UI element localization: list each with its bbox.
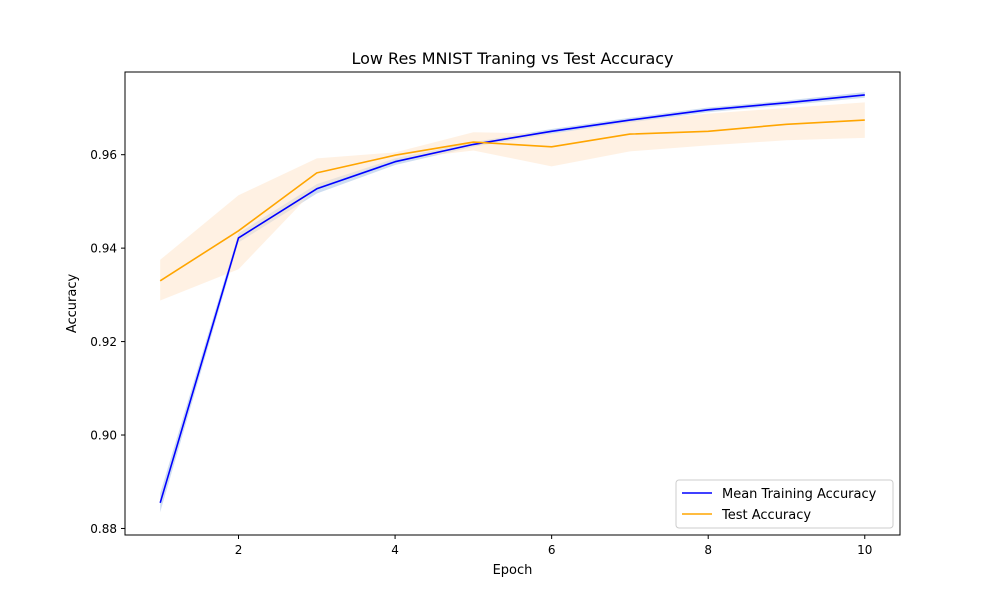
band-test (160, 102, 865, 301)
x-axis: 2 4 6 8 10 (235, 535, 872, 557)
x-tick-label: 8 (704, 543, 712, 557)
x-tick-label: 6 (548, 543, 556, 557)
y-tick-label: 0.88 (90, 522, 117, 536)
series-lines (159, 94, 865, 504)
x-axis-label: Epoch (493, 563, 533, 578)
axes-frame (124, 71, 901, 536)
y-axis-label: Accuracy (65, 274, 80, 334)
y-tick-label: 0.92 (90, 335, 117, 349)
line-training (159, 94, 865, 504)
x-tick-label: 10 (857, 543, 872, 557)
chart-title: Low Res MNIST Traning vs Test Accuracy (351, 49, 673, 68)
y-tick-label: 0.96 (90, 148, 117, 162)
line-test (159, 119, 865, 282)
y-tick-label: 0.90 (90, 429, 117, 443)
legend-label-test: Test Accuracy (721, 508, 811, 523)
confidence-bands (160, 92, 865, 513)
x-tick-label: 2 (235, 543, 243, 557)
x-tick-label: 4 (391, 543, 399, 557)
legend-label-training: Mean Training Accuracy (722, 487, 877, 502)
legend: Mean Training Accuracy Test Accuracy (675, 479, 894, 529)
legend-box (675, 479, 894, 529)
y-axis: 0.88 0.90 0.92 0.94 0.96 (90, 148, 125, 536)
y-tick-label: 0.94 (90, 242, 117, 256)
plot-area (124, 71, 901, 536)
